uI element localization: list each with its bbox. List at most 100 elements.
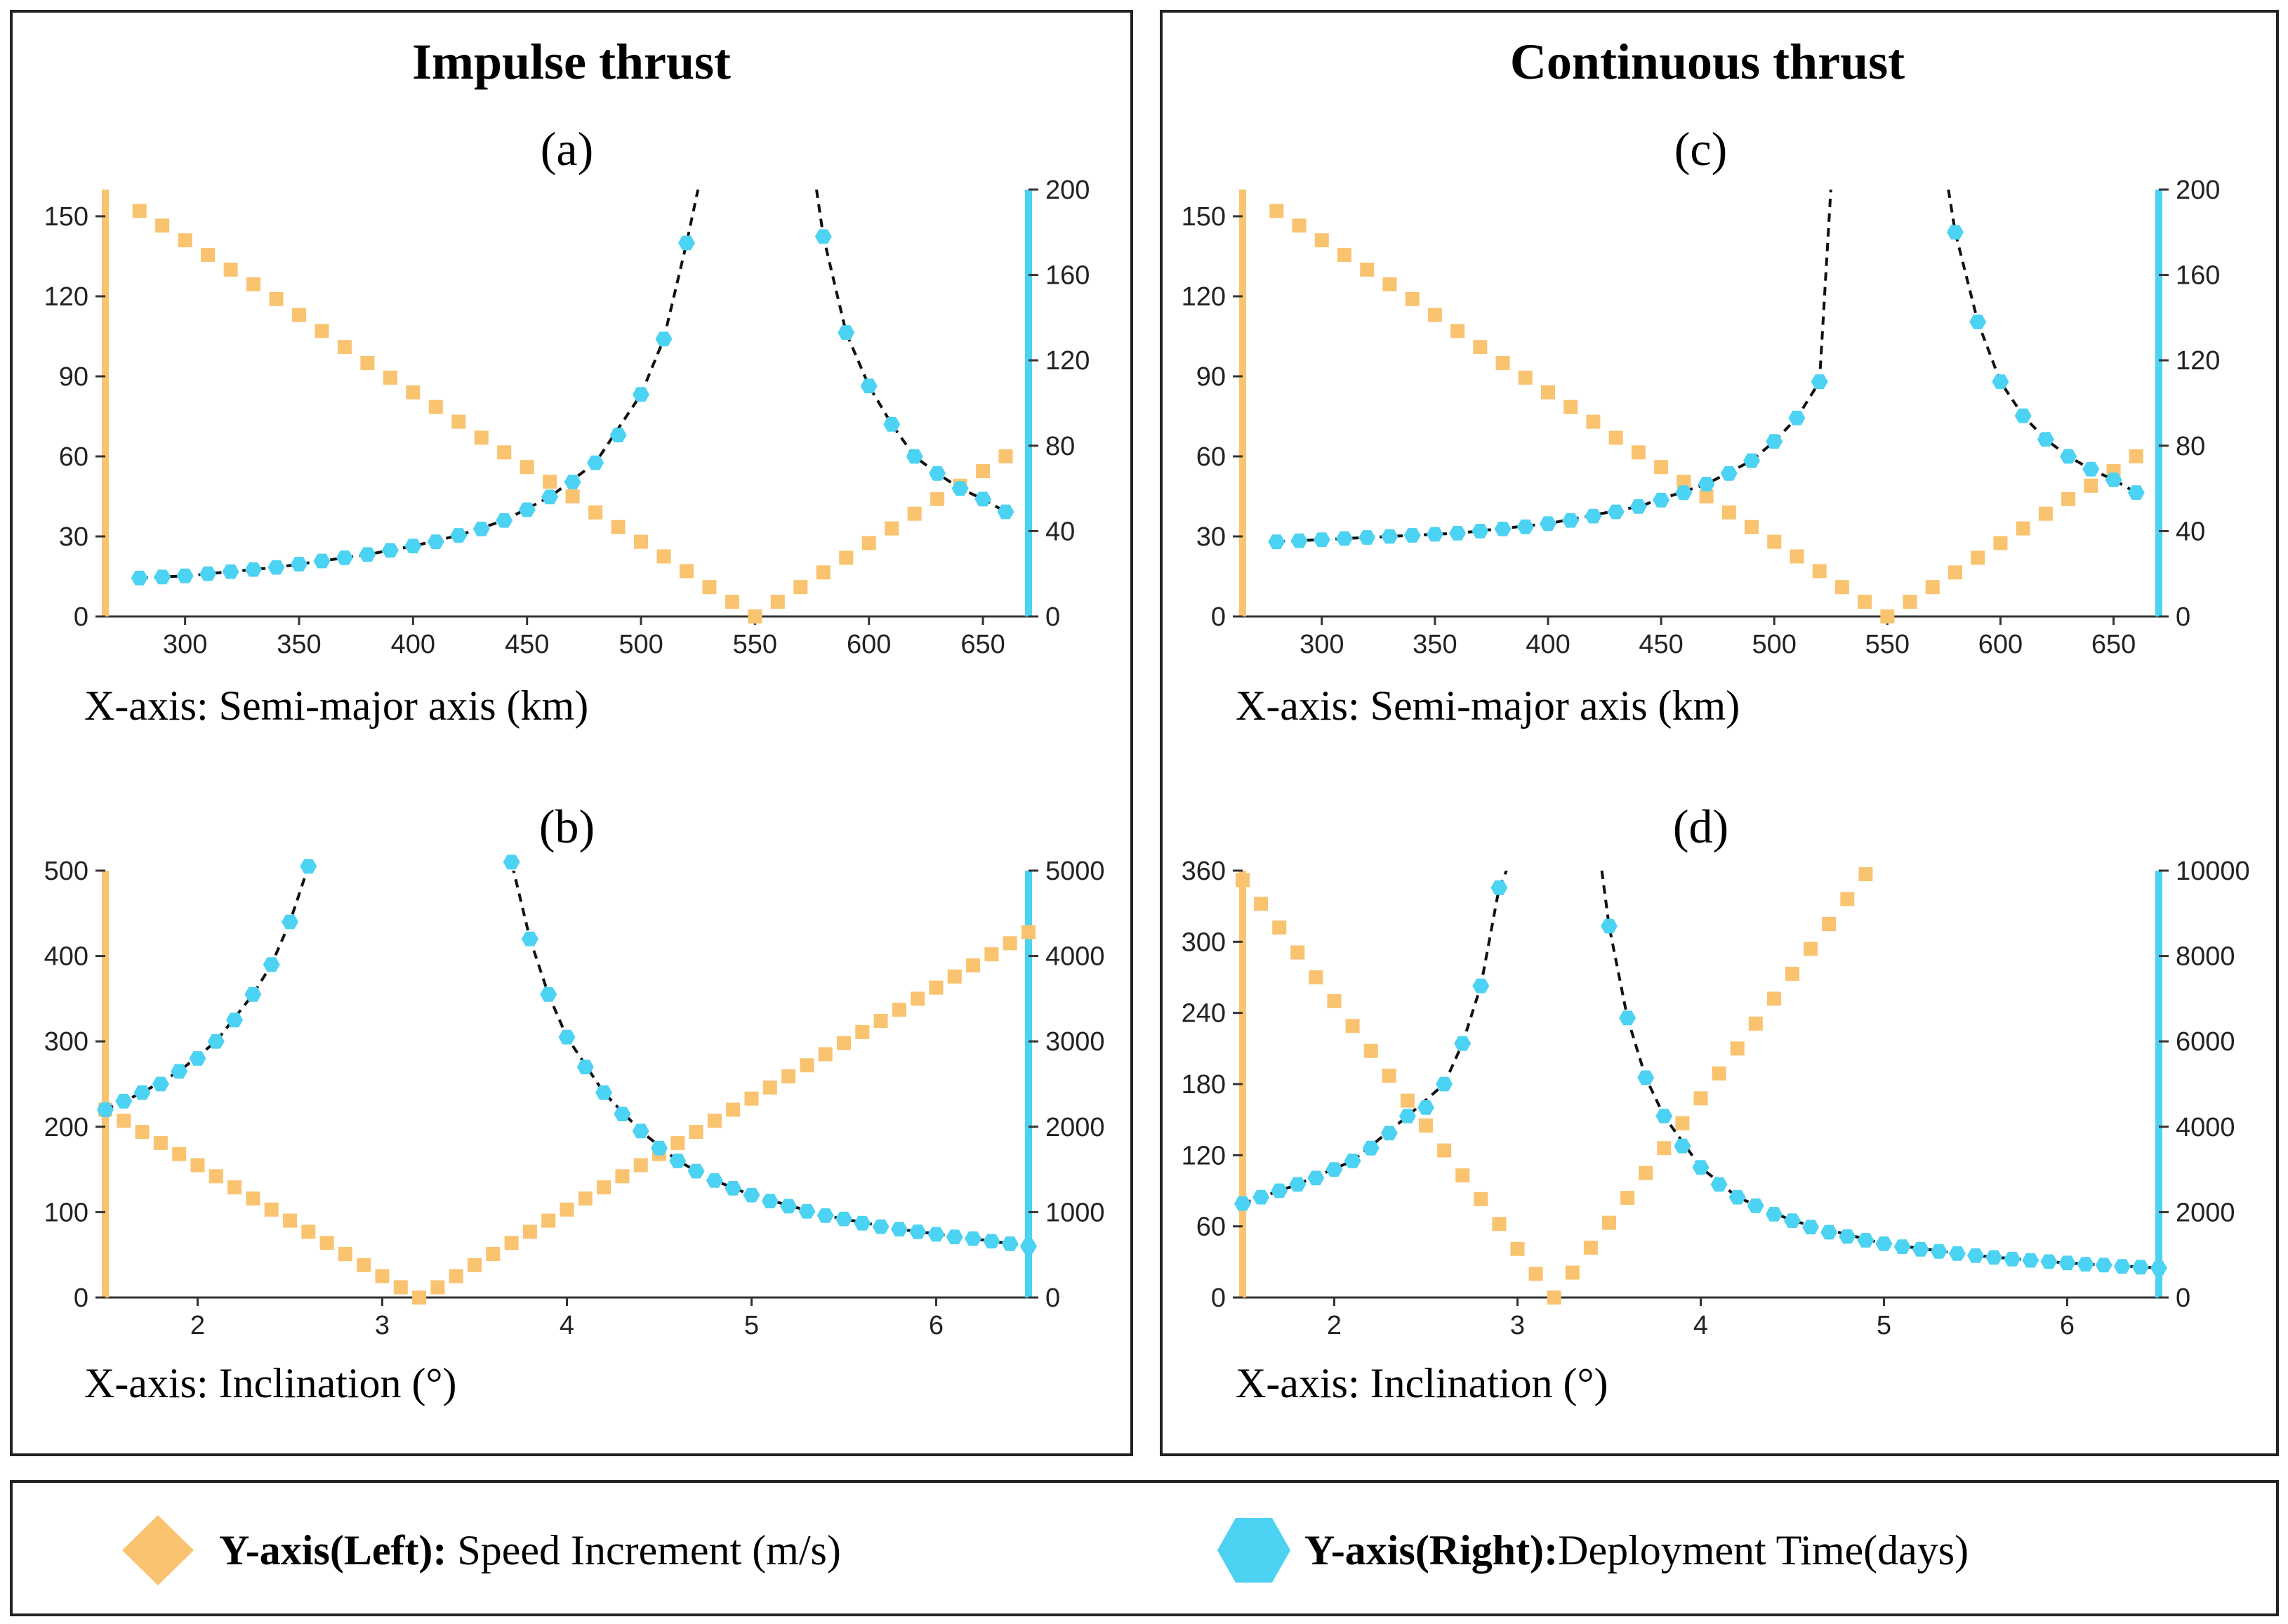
deployment-time-point [1001,1236,1019,1251]
deployment-time-point [1268,534,1285,549]
speed-increment-point [291,308,306,322]
speed-increment-point [301,1224,316,1239]
left-y-tick-label: 60 [1196,1213,1226,1242]
deployment-time-point [1020,1239,1037,1254]
deployment-time-point [1403,528,1421,543]
speed-increment-point [818,1047,833,1062]
speed-increment-point [762,1080,777,1095]
deployment-time-point [176,568,194,583]
deployment-time-point [609,428,627,442]
deployment-time-point [951,481,969,496]
speed-increment-point [1730,1041,1745,1056]
speed-increment-point [375,1269,390,1283]
deployment-time-point [1449,526,1467,541]
deployment-time-point [244,986,262,1002]
deployment-time-point [2113,1259,2131,1274]
x-tick-label: 600 [1978,630,2023,659]
speed-increment-point [1254,897,1269,911]
chart-panel-d: (d)2 3 4 5 606012018024030036002000400060008… [1182,800,2250,1406]
speed-increment-point [315,324,329,338]
deployment-time-point [983,1234,1000,1249]
left-y-tick-label: 60 [59,442,88,472]
left-y-tick-label: 30 [59,522,88,552]
deployment-time-point [1653,492,1670,508]
speed-increment-point [2061,491,2076,506]
speed-increment-point [1563,400,1578,414]
x-tick-label: 300 [163,630,207,659]
deployment-time-point [226,1012,244,1028]
chart-panel-c: (c)300 350 400 450 500 550 600 6500306090120150… [1182,122,2221,729]
right-y-tick-label: 120 [2176,346,2220,376]
speed-increment-point [885,521,899,536]
deployment-time-point [883,417,901,432]
deployment-time-point [1820,1224,1838,1240]
speed-increment-point [947,969,962,984]
deployment-time-point [1629,499,1647,514]
left-y-tick-label: 120 [1182,282,1226,312]
x-tick-label: 400 [391,630,435,659]
right-y-tick-label: 0 [2176,602,2190,632]
deployment-time-point [633,387,649,402]
deployment-time-point [2040,1254,2058,1269]
left-y-tick-label: 0 [74,1283,88,1313]
speed-increment-point [1721,505,1736,520]
speed-increment-point [1492,1217,1507,1232]
right-y-tick-label: 200 [2176,176,2220,205]
right-y-tick-label: 160 [2176,261,2220,291]
deployment-time-point [1252,1189,1270,1205]
speed-increment-point [1269,204,1284,218]
legend-right-entry: Y-axis(Right):Deployment Time(days) [1304,1527,1969,1573]
legend-frame [10,1480,2279,1616]
deployment-time-point [2014,408,2032,423]
x-tick-label: 450 [505,630,549,659]
speed-increment-point [1337,248,1351,263]
legend: Y-axis(Left): Speed Increment (m/s) Y-ax… [122,1515,1969,1585]
deployment-time-point [1765,1207,1783,1222]
speed-increment-point [1766,991,1781,1006]
deployment-time-point [706,1173,723,1188]
speed-increment-point [1455,1168,1470,1183]
deployment-time-point [1784,1213,1801,1228]
fit-curve [105,871,309,1111]
deployment-time-point [131,570,148,586]
deployment-time-point [2058,1255,2076,1271]
deployment-time-point [1655,1109,1673,1123]
right-y-tick-label: 4000 [1045,942,1105,972]
deployment-time-point [854,1215,871,1231]
speed-increment-point [1583,1241,1598,1255]
legend-left-bold: Y-axis(Left): [219,1527,447,1573]
x-tick-label: 2 [1327,1311,1342,1340]
speed-increment-point [2016,521,2030,536]
deployment-time-point [687,1163,705,1179]
x-axis-label: X-axis: Inclination (°) [84,1360,457,1406]
left-y-tick-label: 150 [44,202,88,232]
speed-increment-point [1309,970,1323,984]
continuous-group-frame [1160,10,2279,1456]
impulse-group-frame [10,10,1133,1456]
left-y-tick-label: 150 [1182,202,1226,232]
deployment-time-point [199,566,217,581]
speed-increment-point [1712,1066,1726,1081]
speed-increment-point [522,1224,537,1239]
deployment-time-point [1325,1162,1343,1177]
deployment-time-point [263,957,280,972]
hexagon-icon [1217,1518,1290,1583]
fit-curve [1947,190,2137,494]
speed-increment-point [246,1191,260,1206]
speed-increment-point [770,595,785,609]
deployment-time-point [518,502,536,517]
deployment-time-point [1436,1076,1453,1092]
speed-increment-point [1699,489,1714,503]
speed-increment-point [984,947,999,962]
speed-increment-point [1948,565,1962,580]
speed-increment-point [543,475,557,489]
deployment-time-point [564,475,581,489]
continuous-group-title: Continuous thrust [1510,34,1905,90]
right-y-tick-label: 2000 [2176,1198,2235,1227]
deployment-time-point [614,1107,631,1121]
speed-increment-point [1657,1141,1672,1156]
fit-curve [1600,871,2159,1269]
deployment-time-point [1271,1183,1288,1199]
speed-increment-point [1971,550,1985,565]
